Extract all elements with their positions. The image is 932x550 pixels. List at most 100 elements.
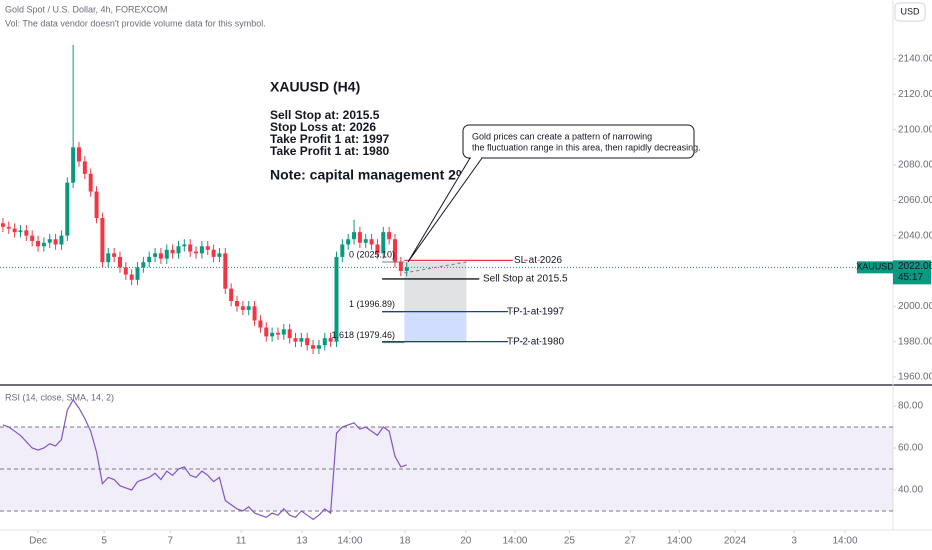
price-badge xyxy=(893,260,931,285)
candle-body xyxy=(305,338,310,346)
volume-note: Vol: The data vendor doesn't provide vol… xyxy=(5,18,266,28)
candle-body xyxy=(363,239,368,243)
candle-body xyxy=(275,332,280,335)
candle-body xyxy=(311,345,316,349)
note-line: Stop Loss at: 2026 xyxy=(270,120,376,134)
candle-body xyxy=(77,147,82,162)
y-tick-label: 2040.00 xyxy=(898,230,932,241)
candle-body xyxy=(387,232,392,240)
candle-body xyxy=(194,251,199,254)
candle-body xyxy=(211,249,216,257)
candle-body xyxy=(398,262,403,271)
candle-body xyxy=(100,217,105,263)
candle-body xyxy=(53,239,58,245)
candle-body xyxy=(205,246,210,250)
x-tick-label: 5 xyxy=(101,536,107,547)
entry-diagonal xyxy=(404,261,467,274)
candle-body xyxy=(164,249,169,259)
price-text: 2022.06 xyxy=(898,261,932,272)
x-tick-label: 25 xyxy=(564,536,576,547)
candle-body xyxy=(158,253,163,259)
fib-label: 0 (2025.10) xyxy=(349,249,395,259)
candle-body xyxy=(223,253,228,289)
note-line: Take Profit 1 at: 1997 xyxy=(270,132,389,146)
level-label: TP 1 at 1997 xyxy=(507,306,565,317)
x-tick-label: 14:00 xyxy=(667,536,692,547)
callout-box xyxy=(462,124,695,159)
candle-body xyxy=(258,320,263,328)
candle-body xyxy=(322,338,327,346)
x-tick-label: 7 xyxy=(168,536,174,547)
reward-zone xyxy=(404,311,467,343)
y-tick-label: 2100.00 xyxy=(898,124,932,135)
candle-body xyxy=(182,244,187,247)
candle-body xyxy=(316,345,321,349)
fib-label: 1.618 (1979.46) xyxy=(331,330,395,340)
currency-label[interactable]: USD xyxy=(900,6,920,16)
candle-body xyxy=(299,338,304,342)
candle-body xyxy=(404,267,409,271)
candle-body xyxy=(170,249,175,254)
x-tick-label: 20 xyxy=(460,536,472,547)
candle-body xyxy=(357,232,362,243)
candle-body xyxy=(59,235,64,245)
y-tick-label: 80.00 xyxy=(898,401,923,412)
x-tick-label: 27 xyxy=(625,536,637,547)
candle-body xyxy=(0,223,5,227)
candle-body xyxy=(135,267,140,280)
level-label: SL at 2026 xyxy=(514,255,562,266)
x-tick-label: 14:00 xyxy=(337,536,362,547)
y-tick-label: 1960.00 xyxy=(898,372,932,383)
candle-body xyxy=(129,274,134,280)
countdown-text: 45:17 xyxy=(898,272,923,283)
note-line: Sell Stop at: 2015.5 xyxy=(270,108,380,122)
y-tick-label: 2060.00 xyxy=(898,195,932,206)
candle-body xyxy=(246,306,251,310)
candle-body xyxy=(117,256,122,268)
candle-body xyxy=(94,191,99,218)
candle-body xyxy=(153,253,158,257)
x-tick-label: 2024 xyxy=(724,536,747,547)
callout-pointer xyxy=(407,157,483,263)
symbol-text: XAUUSD xyxy=(856,262,894,272)
level-label: TP 2 at 1980 xyxy=(507,336,565,347)
candle-body xyxy=(328,338,333,342)
note-line: Take Profit 1 at: 1980 xyxy=(270,144,389,158)
level-label: Sell Stop at 2015.5 xyxy=(483,274,568,285)
y-tick-label: 2080.00 xyxy=(898,160,932,171)
candle-body xyxy=(71,147,76,183)
candle-body xyxy=(340,244,345,257)
x-tick-label: 14:00 xyxy=(832,536,857,547)
candle-body xyxy=(287,329,292,339)
candle-body xyxy=(375,244,380,254)
x-tick-label: 11 xyxy=(236,536,247,547)
y-tick-label: 40.00 xyxy=(898,485,923,496)
fib-label: 1 (1996.89) xyxy=(349,299,395,309)
rsi-line xyxy=(2,398,407,521)
note-footer: Note: capital management 2% xyxy=(270,167,469,183)
candle-body xyxy=(264,327,269,337)
y-tick-label: 2120.00 xyxy=(898,89,932,100)
candle-body xyxy=(30,235,35,241)
x-tick-label: 13 xyxy=(296,536,308,547)
candle-body xyxy=(176,246,181,254)
candle-body xyxy=(381,232,386,254)
currency-button[interactable] xyxy=(894,2,926,22)
candle-body xyxy=(41,242,46,247)
candle-body xyxy=(88,173,93,192)
candle-body xyxy=(281,329,286,335)
candle-body xyxy=(346,239,351,245)
candle-body xyxy=(106,253,111,263)
candle-body xyxy=(270,332,275,337)
y-tick-label: 1980.00 xyxy=(898,336,932,347)
candle-body xyxy=(235,301,240,307)
symbol-badge xyxy=(857,261,893,274)
x-tick-label: 14:00 xyxy=(502,536,527,547)
candle-body xyxy=(36,240,41,247)
candle-body xyxy=(6,226,11,229)
candle-body xyxy=(217,253,222,257)
x-tick-label: Dec xyxy=(29,536,47,547)
callout-text: the fluctuation range in this area, then… xyxy=(472,142,701,152)
candle-body xyxy=(147,256,152,263)
